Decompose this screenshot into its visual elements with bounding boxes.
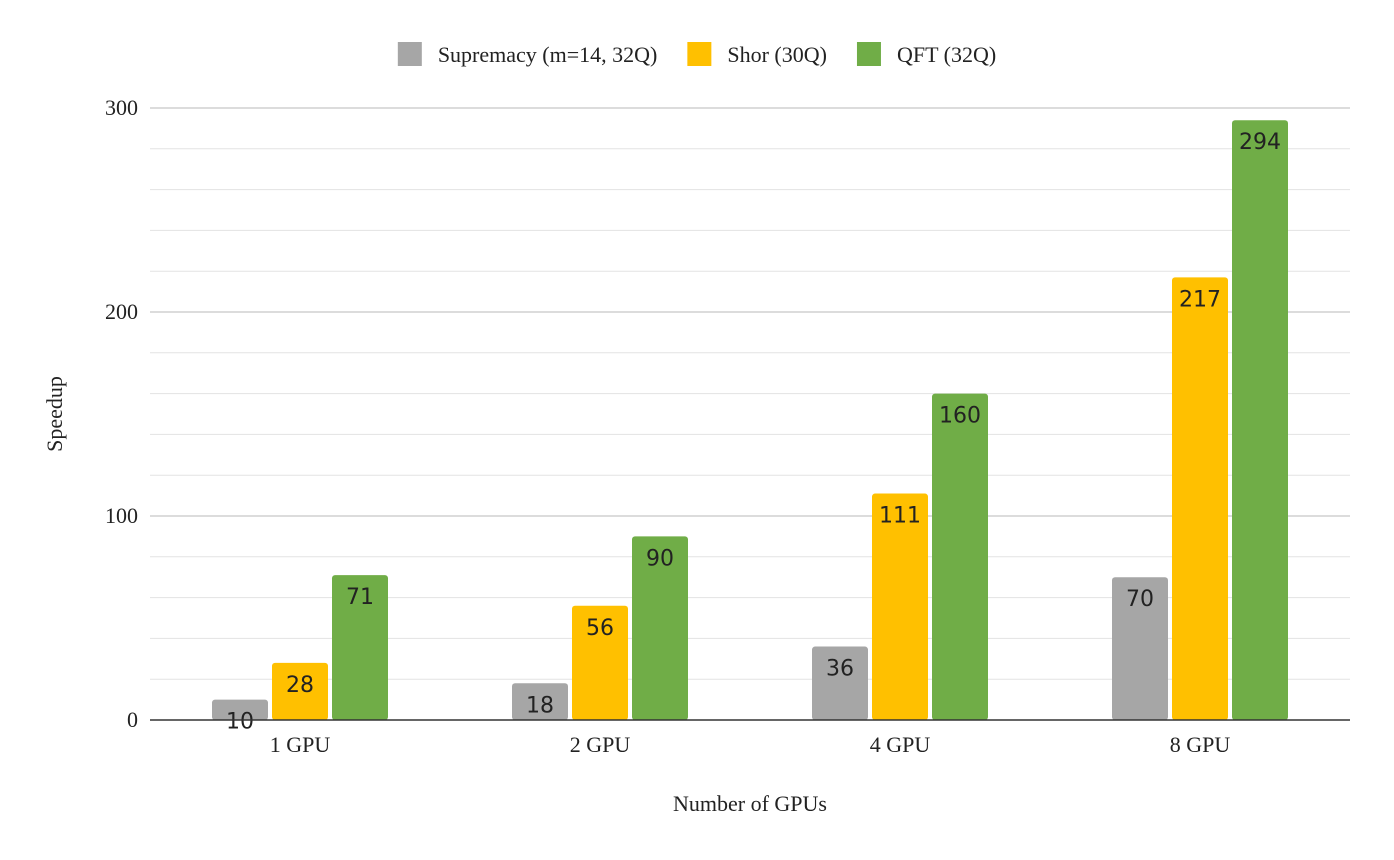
y-tick-label: 300 — [105, 95, 138, 120]
bar-data-label: 294 — [1239, 130, 1281, 155]
legend-item: QFT (32Q) — [856, 42, 996, 67]
bar-data-label: 56 — [586, 616, 614, 641]
legend-label: QFT (32Q) — [897, 42, 996, 67]
chart-gridlines — [150, 107, 1350, 680]
legend-label: Shor (30Q) — [727, 42, 827, 67]
x-tick-label: 8 GPU — [1170, 732, 1231, 757]
bar — [212, 699, 268, 720]
bar-data-label: 28 — [286, 673, 314, 698]
y-tick-label: 0 — [127, 707, 138, 732]
bar — [1112, 577, 1168, 720]
bar-data-label: 18 — [526, 693, 554, 718]
chart-bars: 10 28 71 18 56 90 36 111 160 70 217 294 — [212, 120, 1288, 735]
bar-data-label: 70 — [1126, 587, 1154, 612]
legend-swatch — [856, 42, 881, 66]
y-tick-label: 100 — [105, 503, 138, 528]
legend-swatch — [687, 42, 712, 66]
bar — [932, 393, 988, 720]
x-axis-ticks: 1 GPU 2 GPU 4 GPU 8 GPU — [270, 732, 1231, 757]
x-axis-title: Number of GPUs — [673, 791, 827, 816]
x-tick-label: 2 GPU — [570, 732, 631, 757]
bar-data-label: 111 — [879, 504, 921, 529]
legend-item: Shor (30Q) — [687, 42, 827, 67]
x-tick-label: 1 GPU — [270, 732, 331, 757]
bar — [1232, 120, 1288, 721]
bar-data-label: 71 — [346, 585, 374, 610]
bar — [572, 605, 628, 720]
legend-label: Supremacy (m=14, 32Q) — [438, 42, 658, 67]
bar-data-label: 10 — [226, 710, 254, 735]
legend-item: Supremacy (m=14, 32Q) — [397, 42, 658, 67]
bar — [512, 683, 568, 720]
y-tick-label: 200 — [105, 299, 138, 324]
bar — [272, 662, 328, 720]
bar — [332, 575, 388, 720]
bar — [812, 646, 868, 720]
bar — [1172, 277, 1228, 720]
bar-data-label: 217 — [1179, 287, 1221, 312]
y-axis-title: Speedup — [42, 376, 67, 452]
x-tick-label: 4 GPU — [870, 732, 931, 757]
bar — [632, 536, 688, 720]
y-axis-ticks: 0 100 200 300 — [105, 95, 138, 732]
chart-legend: Supremacy (m=14, 32Q) Shor (30Q) QFT (32Q) — [397, 42, 996, 67]
bar-data-label: 160 — [939, 404, 981, 429]
bar-data-label: 36 — [826, 657, 854, 682]
bar-data-label: 90 — [646, 546, 674, 571]
bar — [872, 493, 928, 720]
legend-swatch — [397, 42, 422, 66]
